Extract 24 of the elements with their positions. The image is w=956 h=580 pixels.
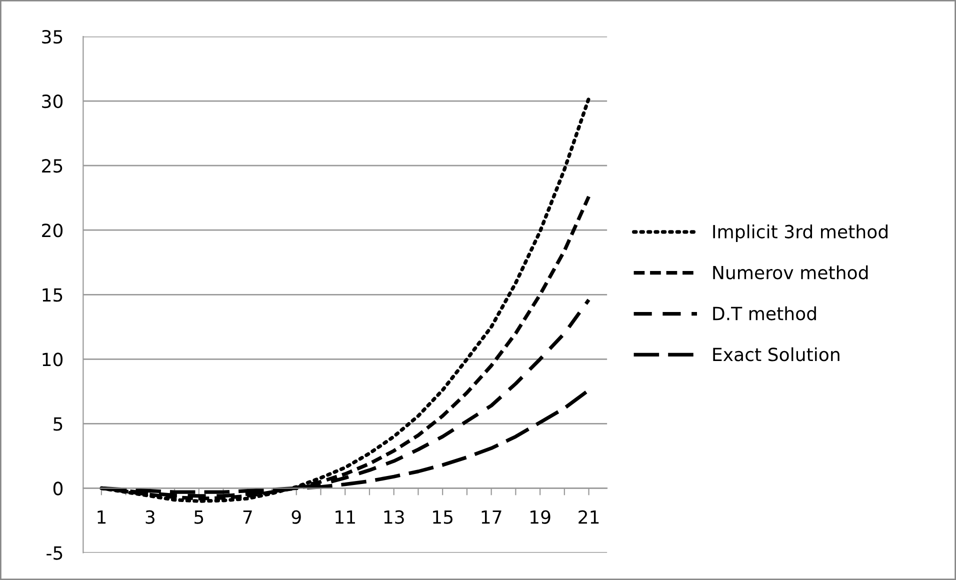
x-tick-label: 21 bbox=[578, 510, 599, 524]
y-tick-label: 25 bbox=[42, 159, 62, 173]
y-tick-label: -5 bbox=[46, 546, 62, 560]
x-tick-label: 5 bbox=[194, 510, 204, 524]
legend-label: Exact Solution bbox=[713, 347, 840, 362]
x-tick-label: 13 bbox=[384, 510, 404, 524]
x-tick-label: 7 bbox=[243, 510, 252, 524]
x-tick-label: 17 bbox=[482, 510, 502, 524]
y-tick-label: 20 bbox=[42, 224, 63, 238]
y-tick-label: 15 bbox=[42, 288, 62, 302]
x-tick-label: 15 bbox=[433, 510, 452, 524]
y-tick-label: 10 bbox=[42, 352, 63, 366]
x-tick-label: 1 bbox=[98, 510, 106, 524]
legend-label: D.T method bbox=[713, 306, 816, 320]
y-tick-label: 30 bbox=[42, 94, 63, 108]
y-tick-label: 5 bbox=[54, 417, 62, 431]
x-tick-label: 11 bbox=[336, 510, 355, 524]
legend-label: Implicit 3rd method bbox=[713, 224, 888, 242]
y-tick-label: 0 bbox=[53, 482, 63, 496]
x-tick-label: 19 bbox=[530, 510, 550, 524]
x-tick-label: 3 bbox=[146, 510, 154, 524]
legend-label: Numerov method bbox=[713, 265, 868, 280]
y-tick-label: 35 bbox=[42, 30, 62, 44]
x-tick-label: 9 bbox=[292, 510, 301, 524]
